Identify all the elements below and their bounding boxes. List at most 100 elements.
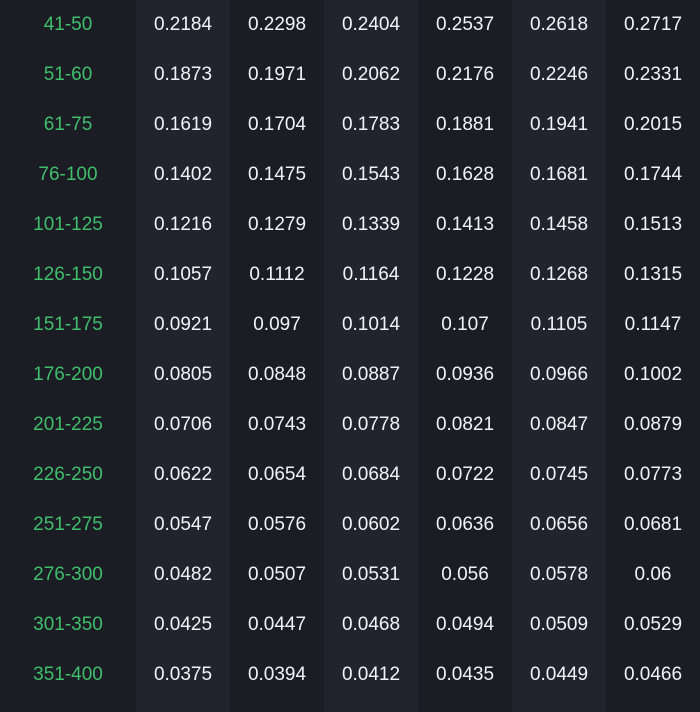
value-cell: 0.2404 (341, 14, 401, 35)
value-cell: 0.0936 (435, 364, 495, 385)
value-cell: 0.1315 (623, 264, 683, 285)
value-cell: 0.2618 (529, 14, 589, 35)
range-column-background (0, 0, 136, 712)
value-cell: 0.1164 (342, 264, 400, 285)
range-cell: 41-50 (43, 14, 93, 35)
value-cell: 0.0848 (247, 364, 307, 385)
table-row: 301-350 0.0425 0.0447 0.0468 0.0494 0.0509 0.0… (0, 600, 700, 650)
value-cell: 0.0778 (341, 414, 401, 435)
value-cell: 0.1971 (247, 64, 307, 85)
value-cell: 0.0466 (623, 664, 683, 685)
value-cell: 0.1105 (530, 314, 588, 335)
range-cell: 51-60 (43, 64, 93, 85)
value-cell: 0.0887 (341, 364, 401, 385)
table-row: 76-100 0.1402 0.1475 0.1543 0.1628 0.1681 0.17… (0, 150, 700, 200)
value-cell: 0.1268 (529, 264, 589, 285)
value-cell: 0.0576 (247, 514, 307, 535)
value-cell: 0.0435 (435, 664, 495, 685)
value-cell: 0.0468 (341, 614, 401, 635)
table-row: 101-125 0.1216 0.1279 0.1339 0.1413 0.1458 0.1… (0, 200, 700, 250)
value-cell: 0.1413 (435, 214, 495, 235)
value-cell: 0.1783 (341, 114, 401, 135)
value-cell: 0.1873 (153, 64, 213, 85)
value-column-background (512, 0, 606, 712)
table-row: 51-60 0.1873 0.1971 0.2062 0.2176 0.2246 0.233… (0, 50, 700, 100)
value-column-background (324, 0, 418, 712)
value-cell: 0.0636 (435, 514, 495, 535)
table-row: 176-200 0.0805 0.0848 0.0887 0.0936 0.0966 0.1… (0, 350, 700, 400)
value-cell: 0.1216 (153, 214, 213, 235)
value-cell: 0.0773 (623, 464, 683, 485)
value-cell: 0.107 (441, 314, 489, 335)
value-cell: 0.1014 (341, 314, 401, 335)
range-cell: 301-350 (33, 614, 103, 635)
value-cell: 0.0425 (153, 614, 213, 635)
range-cell: 201-225 (33, 414, 103, 435)
value-cell: 0.0494 (435, 614, 495, 635)
value-cell: 0.0966 (529, 364, 589, 385)
range-cell: 176-200 (33, 364, 103, 385)
value-cell: 0.1475 (247, 164, 307, 185)
value-cell: 0.1228 (435, 264, 495, 285)
value-cell: 0.2298 (247, 14, 307, 35)
value-cell: 0.0722 (435, 464, 495, 485)
range-cell: 76-100 (38, 164, 98, 185)
value-cell: 0.1339 (341, 214, 401, 235)
value-cell: 0.2015 (623, 114, 683, 135)
value-cell: 0.1112 (249, 264, 305, 285)
value-cell: 0.1147 (624, 314, 682, 335)
value-cell: 0.06 (634, 564, 672, 585)
value-cell: 0.0449 (529, 664, 589, 685)
table-row: 276-300 0.0482 0.0507 0.0531 0.056 0.0578 0.06 (0, 550, 700, 600)
value-cell: 0.1681 (529, 164, 589, 185)
value-cell: 0.2062 (341, 64, 401, 85)
value-cell: 0.0375 (153, 664, 213, 685)
table-row: 41-50 0.2184 0.2298 0.2404 0.2537 0.2618 0.271… (0, 0, 700, 50)
value-cell: 0.0482 (153, 564, 213, 585)
value-cell: 0.0805 (153, 364, 213, 385)
value-cell: 0.0847 (529, 414, 589, 435)
value-cell: 0.0529 (623, 614, 683, 635)
value-cell: 0.1458 (529, 214, 589, 235)
value-cell: 0.0509 (529, 614, 589, 635)
value-cell: 0.1002 (623, 364, 683, 385)
value-cell: 0.1279 (247, 214, 307, 235)
value-cell: 0.0531 (341, 564, 401, 585)
range-cell: 126-150 (33, 264, 103, 285)
value-cell: 0.0681 (623, 514, 683, 535)
value-cell: 0.056 (441, 564, 489, 585)
value-cell: 0.2176 (435, 64, 495, 85)
value-column-background (418, 0, 512, 712)
table-row: 201-225 0.0706 0.0743 0.0778 0.0821 0.0847 0.0… (0, 400, 700, 450)
value-cell: 0.097 (253, 314, 301, 335)
value-cell: 0.2537 (435, 14, 495, 35)
value-cell: 0.1941 (529, 114, 589, 135)
value-cell: 0.1619 (153, 114, 213, 135)
value-cell: 0.1543 (341, 164, 401, 185)
range-cell: 351-400 (33, 664, 103, 685)
value-cell: 0.2331 (623, 64, 683, 85)
value-cell: 0.2246 (529, 64, 589, 85)
value-cell: 0.2717 (623, 14, 683, 35)
value-cell: 0.2184 (153, 14, 213, 35)
value-cell: 0.0394 (247, 664, 307, 685)
range-cell: 251-275 (33, 514, 103, 535)
value-cell: 0.0602 (341, 514, 401, 535)
value-column-background (230, 0, 324, 712)
value-cell: 0.0622 (153, 464, 213, 485)
value-cell: 0.0654 (247, 464, 307, 485)
value-cell: 0.0743 (247, 414, 307, 435)
value-cell: 0.1628 (435, 164, 495, 185)
value-cell: 0.0447 (247, 614, 307, 635)
value-cell: 0.0821 (435, 414, 495, 435)
value-cell: 0.0921 (153, 314, 213, 335)
value-cell: 0.0684 (341, 464, 401, 485)
value-cell: 0.1704 (247, 114, 307, 135)
value-cell: 0.1402 (153, 164, 213, 185)
range-cell: 226-250 (33, 464, 103, 485)
value-cell: 0.0547 (153, 514, 213, 535)
value-cell: 0.1057 (153, 264, 213, 285)
value-cell: 0.0507 (247, 564, 307, 585)
table-row: 226-250 0.0622 0.0654 0.0684 0.0722 0.0745 0.0… (0, 450, 700, 500)
